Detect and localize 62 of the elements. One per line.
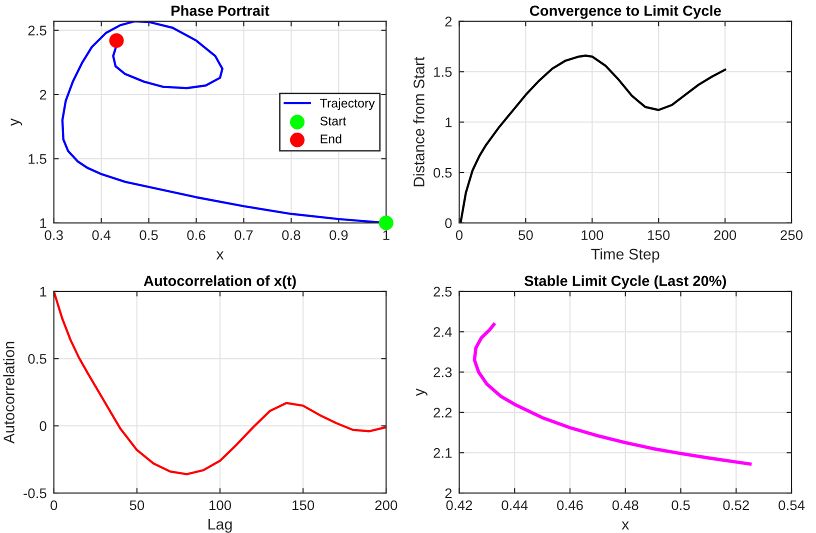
x-tick-label: 250 bbox=[780, 230, 803, 240]
y-tick-label: 1 bbox=[40, 218, 46, 228]
y-tick-label: 2.5 bbox=[28, 26, 46, 36]
y-tick-label: 2.2 bbox=[434, 408, 452, 418]
x-tick-label: 50 bbox=[518, 230, 533, 240]
x-tick-label: 0.42 bbox=[446, 500, 472, 510]
y-tick-label: 1.5 bbox=[28, 154, 46, 164]
y-tick-label: 1.5 bbox=[434, 67, 452, 77]
y-tick-label: 2.4 bbox=[434, 327, 452, 337]
x-tick-label: 0.44 bbox=[502, 500, 528, 510]
y-tick-label: 2.3 bbox=[434, 367, 452, 378]
x-axis-title: x bbox=[216, 251, 224, 260]
chart-title: Convergence to Limit Cycle bbox=[530, 5, 721, 19]
y-tick-label: -0.5 bbox=[24, 488, 46, 498]
x-tick-label: 200 bbox=[375, 500, 398, 510]
y-axis-title: Distance from Start bbox=[413, 56, 424, 186]
x-tick-label: 0.8 bbox=[282, 230, 300, 240]
y-axis-title: y bbox=[416, 388, 428, 396]
x-tick-label: 0.9 bbox=[330, 230, 348, 240]
x-tick-label: 0.7 bbox=[234, 230, 253, 240]
x-tick-label: 0.3 bbox=[44, 230, 63, 240]
y-tick-label: 2 bbox=[40, 90, 46, 100]
legend-label: Start bbox=[320, 116, 346, 126]
chart-title: Stable Limit Cycle (Last 20%) bbox=[524, 275, 726, 289]
x-tick-label: 0.6 bbox=[187, 230, 206, 240]
x-tick-label: 0.4 bbox=[92, 230, 111, 240]
y-tick-label: 0.5 bbox=[434, 168, 452, 178]
x-tick-label: 0 bbox=[456, 230, 463, 240]
x-tick-label: 0 bbox=[50, 500, 58, 510]
y-tick-label: 2 bbox=[445, 488, 452, 498]
chart-title: Phase Portrait bbox=[172, 5, 270, 16]
y-axis-title: Autocorrelation bbox=[3, 342, 14, 444]
x-tick-label: 100 bbox=[582, 230, 604, 240]
x-tick-label: 0.46 bbox=[557, 500, 583, 510]
y-tick-label: 2 bbox=[445, 16, 452, 26]
chart-title: Autocorrelation of x(t) bbox=[144, 275, 296, 289]
x-axis-title: Time Step bbox=[591, 248, 660, 263]
x-axis-title: x bbox=[622, 521, 630, 530]
y-tick-label: 2.1 bbox=[434, 448, 452, 458]
y-tick-label: 0 bbox=[445, 218, 452, 228]
y-tick-label: 1 bbox=[446, 118, 452, 128]
y-tick-label: 0.5 bbox=[28, 354, 46, 364]
legend-label: Trajectory bbox=[320, 98, 375, 110]
x-tick-label: 0.48 bbox=[612, 500, 638, 510]
y-axis-title: y bbox=[10, 118, 22, 126]
y-tick-label: 1 bbox=[40, 286, 46, 296]
x-tick-label: 50 bbox=[130, 500, 144, 510]
y-tick-label: 0 bbox=[40, 421, 46, 431]
x-tick-label: 0.5 bbox=[140, 230, 158, 240]
y-tick-label: 2.5 bbox=[434, 286, 452, 297]
x-tick-label: 150 bbox=[292, 500, 314, 510]
x-tick-label: 0.52 bbox=[723, 500, 749, 510]
x-tick-label: 200 bbox=[714, 230, 736, 240]
x-tick-label: 0.54 bbox=[778, 500, 805, 510]
line-series bbox=[472, 322, 752, 466]
x-tick-label: 1 bbox=[383, 230, 390, 240]
x-tick-label: 150 bbox=[648, 230, 670, 240]
legend-label: End bbox=[320, 134, 342, 144]
x-tick-label: 0.5 bbox=[672, 500, 690, 510]
line-series bbox=[459, 54, 726, 223]
x-axis-title: Lag bbox=[208, 519, 232, 533]
x-tick-label: 100 bbox=[209, 500, 232, 510]
